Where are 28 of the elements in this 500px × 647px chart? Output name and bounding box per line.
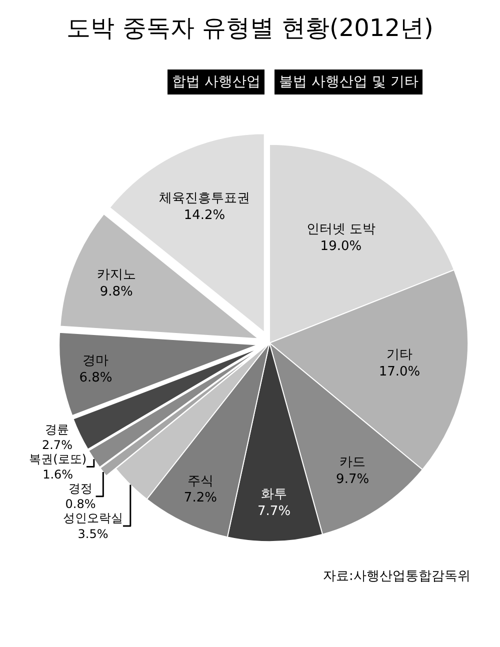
slice-label: 복권(로또)	[29, 452, 87, 466]
data-label: 1.6%	[42, 468, 74, 482]
text: 합법 사행산업	[172, 74, 260, 90]
data-label: 7.2%	[184, 490, 217, 506]
chart-title: 도박 중독자 유형별 현황(2012년)	[66, 14, 434, 42]
slice-label: 인터넷 도박	[306, 222, 376, 237]
slice-label: 주식	[187, 474, 214, 489]
text: 자료:사행산업통합감독위	[323, 569, 470, 584]
data-label: 19.0%	[320, 238, 362, 254]
data-label: 7.7%	[258, 504, 291, 520]
data-label: 9.7%	[336, 472, 370, 488]
slice-label: 화투	[261, 487, 288, 502]
data-label: 14.2%	[184, 208, 226, 224]
data-label: 0.8%	[65, 497, 96, 512]
slice-label: 경마	[82, 353, 109, 368]
text: 불법 사행산업 및 기타	[279, 74, 418, 90]
data-label: 9.8%	[100, 284, 133, 300]
slice-label: 경정	[68, 482, 93, 496]
slice-label: 경륜	[45, 422, 70, 436]
slice-label: 기타	[386, 348, 412, 363]
data-label: 3.5%	[78, 526, 108, 541]
data-label: 17.0%	[378, 364, 420, 380]
slice-label: 성인오락실	[63, 511, 124, 526]
data-label: 6.8%	[79, 370, 112, 386]
data-label: 2.7%	[42, 438, 72, 452]
slice-label: 카드	[340, 455, 366, 470]
slice-label: 체육진흥투표권	[159, 191, 250, 206]
slice-label: 카지노	[96, 268, 136, 283]
